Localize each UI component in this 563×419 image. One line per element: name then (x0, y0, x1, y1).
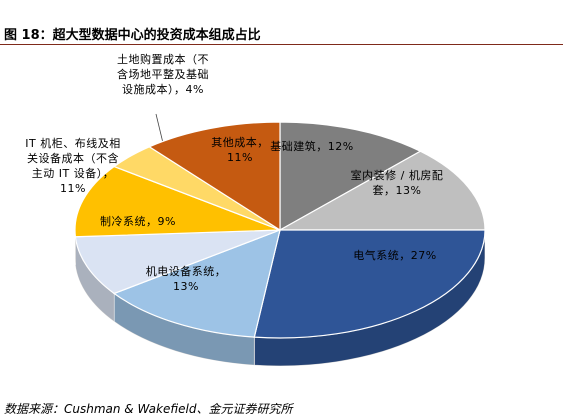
data-label: 土地购置成本（不含场地平整及基础设施成本），4% (117, 52, 209, 97)
slice (148, 121, 281, 232)
label-value: 11% (60, 182, 86, 195)
label-name: 基础建筑， (270, 140, 328, 153)
data-label: 机电设备系统， 13% (141, 264, 231, 294)
data-label: 基础建筑，12% (262, 139, 362, 154)
data-label: IT 机柜、布线及相关设备成本（不含主动 IT 设备）， 11% (23, 136, 123, 196)
title-rule (0, 44, 563, 45)
data-label: 室内装修 / 机房配套，13% (345, 168, 450, 198)
chart-title: 图 18：超大型数据中心的投资成本组成占比 (4, 28, 261, 43)
source-note: 数据来源：Cushman & Wakefield、金元证券研究所 (4, 402, 293, 416)
slice (253, 229, 486, 339)
label-value: 27% (410, 249, 437, 262)
slice (279, 121, 422, 232)
slice (74, 229, 281, 295)
label-name: 机电设备系统， (145, 265, 227, 278)
label-value: 4% (185, 83, 204, 96)
label-value: 9% (157, 215, 176, 228)
label-value: 12% (327, 140, 354, 153)
slice (112, 229, 281, 338)
slice-side-shade (75, 236, 115, 322)
label-name: 室内装修 / 机房配套， (350, 169, 444, 197)
label-name: 其他成本， (211, 136, 269, 149)
leader-line (155, 113, 164, 144)
label-value: 11% (227, 151, 253, 164)
slice (74, 165, 281, 238)
slice-side-shade (114, 293, 255, 366)
data-label: 制冷系统，9% (93, 214, 183, 229)
label-name: 电气系统， (353, 249, 411, 262)
data-label: 其他成本， 11% (205, 135, 275, 165)
label-value: 13% (173, 280, 199, 293)
slice-side-shade (254, 230, 485, 366)
label-name: IT 机柜、布线及相关设备成本（不含主动 IT 设备）， (25, 137, 121, 180)
data-label: 电气系统，27% (345, 248, 445, 263)
label-name: 土地购置成本（不含场地平整及基础设施成本）， (117, 53, 209, 96)
slice (277, 150, 486, 231)
label-name: 制冷系统， (100, 215, 158, 228)
label-value: 13% (395, 184, 422, 197)
